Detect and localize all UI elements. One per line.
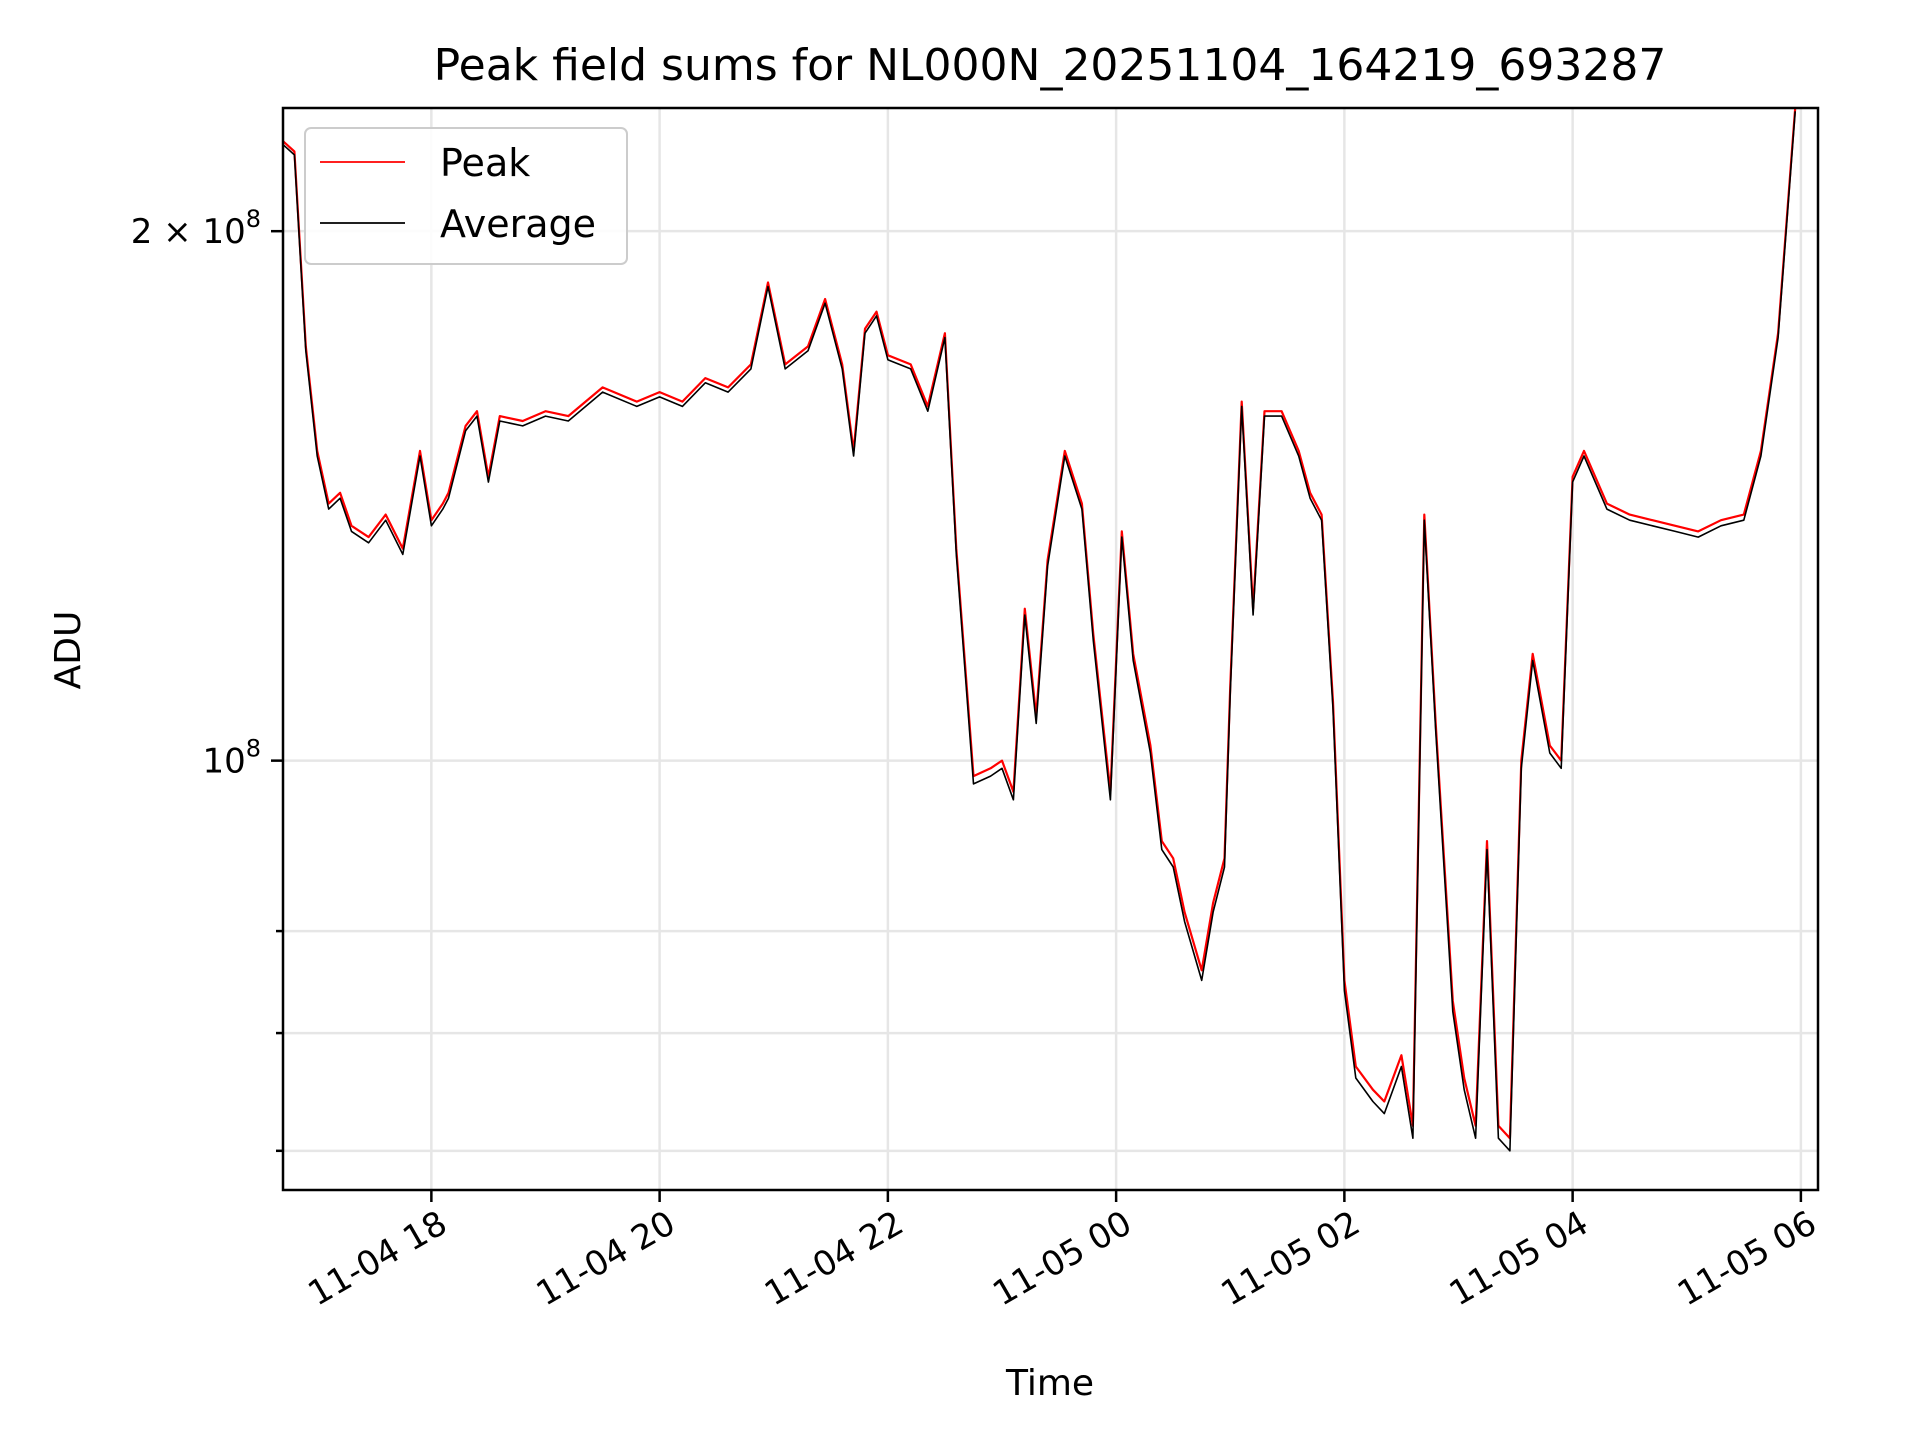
series-line-average xyxy=(283,111,1796,1152)
plot-frame xyxy=(281,106,1820,1192)
legend-label-peak: Peak xyxy=(440,141,530,185)
legend: Peak Average xyxy=(304,127,628,265)
grid-lines xyxy=(283,108,1818,1190)
x-axis-label: Time xyxy=(1005,1363,1094,1404)
chart-title: Peak field sums for NL000N_20251104_1642… xyxy=(434,40,1667,91)
y-tick-label: 2 × 108 xyxy=(131,205,261,252)
legend-label-average: Average xyxy=(440,202,596,246)
series-lines xyxy=(283,108,1797,1152)
y-axis-label: ADU xyxy=(48,611,89,690)
y-tick-label: 108 xyxy=(202,735,261,782)
